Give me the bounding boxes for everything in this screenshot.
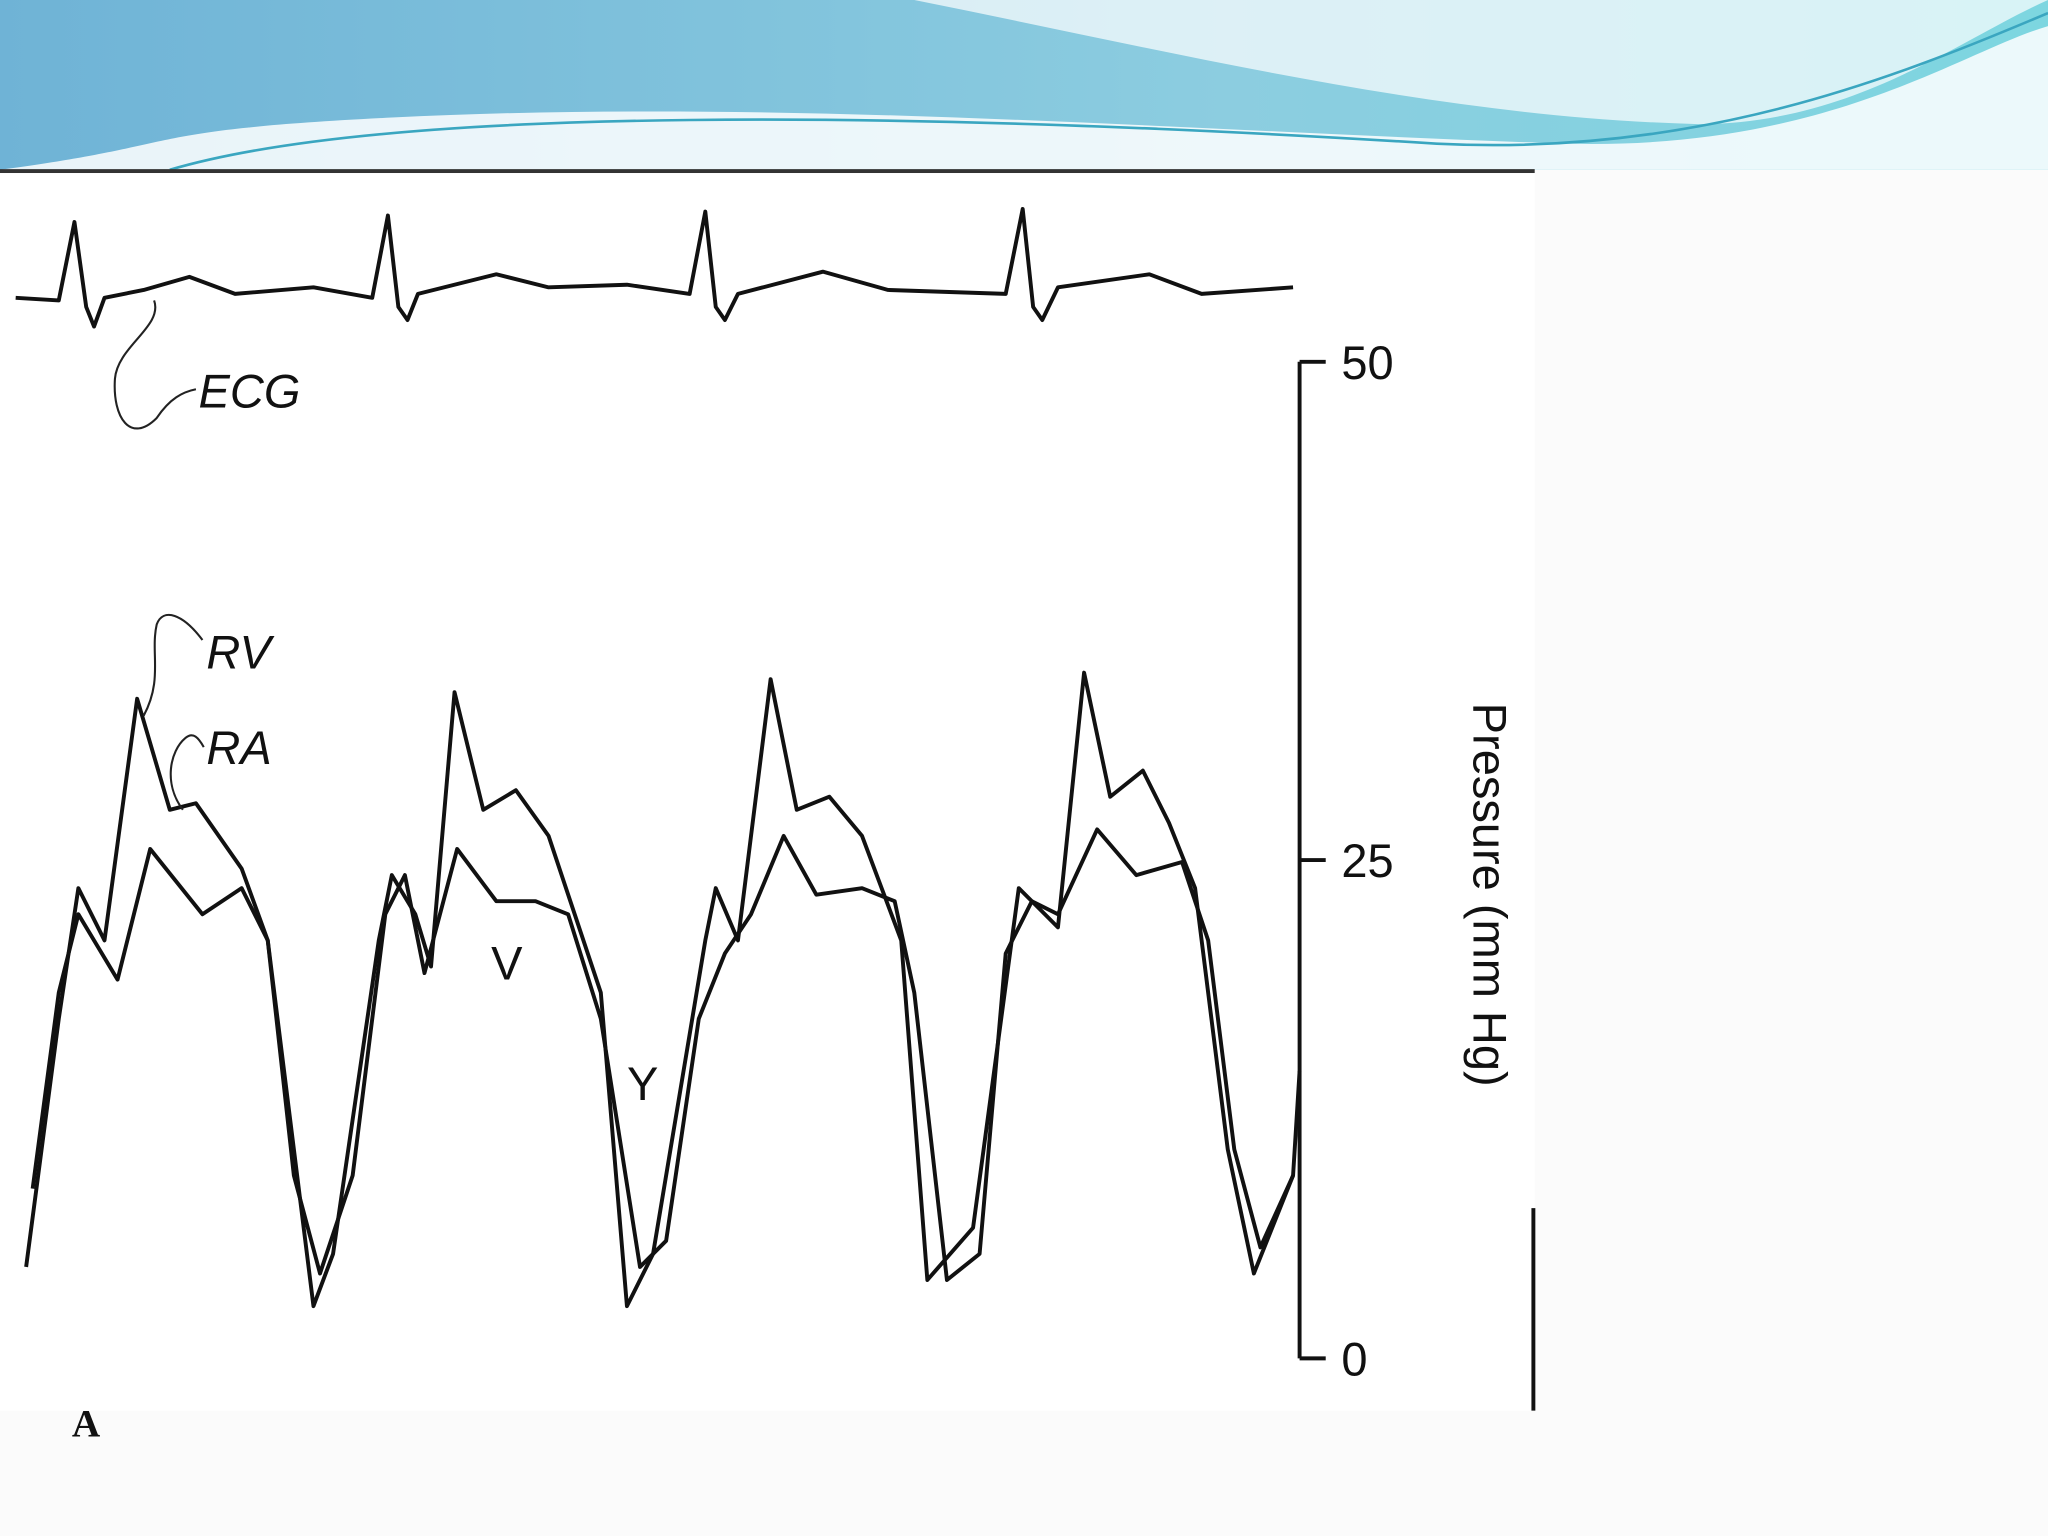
- header-decoration: [0, 0, 2048, 174]
- figure-area: [0, 173, 1535, 1411]
- rv-leader: [142, 613, 204, 717]
- rv-label: RV: [206, 626, 275, 679]
- ecg-label: ECG: [199, 365, 301, 418]
- tick-label: 0: [1341, 1332, 1367, 1385]
- ra-leader: [169, 734, 205, 811]
- pressure-axis: 0 25 50: [1297, 336, 1394, 1385]
- ra-trace: [30, 827, 1295, 1282]
- tick-label: 25: [1341, 834, 1393, 887]
- ra-label: RA: [206, 721, 271, 774]
- v-label: V: [491, 937, 523, 990]
- ecg-trace: [15, 207, 1294, 329]
- ecg-leader: [113, 300, 197, 430]
- tick-label: 50: [1341, 336, 1393, 389]
- panel-label: A: [72, 1403, 100, 1446]
- axis-title: Pressure (mm Hg): [1463, 703, 1516, 1087]
- y-label: Y: [627, 1057, 658, 1110]
